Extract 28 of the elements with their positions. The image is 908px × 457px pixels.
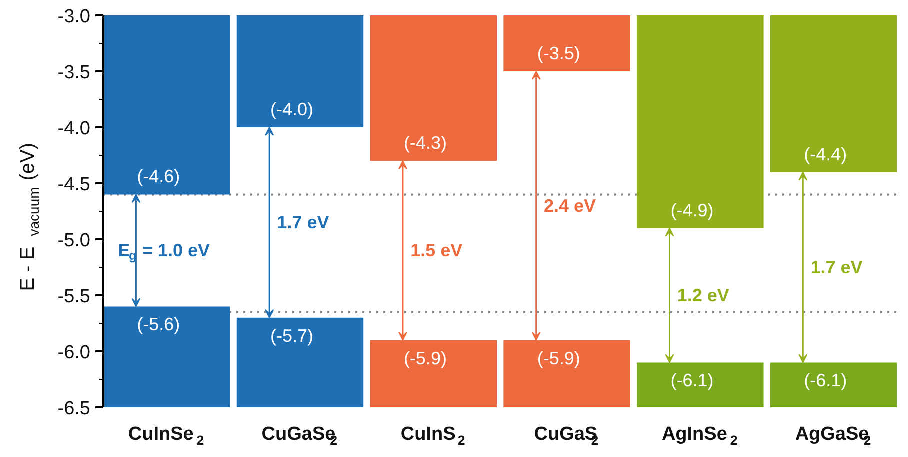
y-axis-title: E - Evacuum (eV) [17, 142, 42, 292]
y-tick-label: -5.5 [58, 286, 91, 308]
annotation: 1.7 eV [810, 258, 863, 278]
annotation: 2.4 eV [544, 196, 596, 216]
y-tick-label: -3.5 [58, 62, 91, 84]
annotation: 1.2 eV [677, 286, 730, 306]
annotation: (-4.4) [804, 144, 848, 164]
y-tick-label: -6.5 [58, 398, 91, 420]
y-tick-label: -3.0 [58, 6, 91, 28]
annotation: (-6.1) [670, 370, 714, 391]
y-tick-label: -5.0 [58, 230, 91, 252]
y-tick-label: -4.5 [58, 174, 91, 196]
annotation: (-4.3) [404, 133, 447, 154]
annotation: (-5.9) [537, 348, 580, 368]
annotation: 1.7 eV [277, 212, 330, 233]
annotation: (-4.6) [137, 166, 180, 187]
annotation: 1.5 eV [410, 240, 463, 261]
annotation: (-5.7) [270, 326, 314, 346]
y-tick-label: -4.0 [58, 118, 91, 140]
annotation: (-5.6) [137, 314, 180, 335]
y-tick-label: -6.0 [58, 342, 91, 364]
annotation: (-5.9) [404, 348, 447, 368]
bar [637, 362, 764, 408]
annotation: (-4.0) [270, 100, 314, 120]
annotation: (-6.1) [804, 370, 848, 391]
annotation: (-4.9) [670, 200, 714, 220]
bar [770, 362, 898, 408]
annotation: (-3.5) [537, 44, 580, 64]
